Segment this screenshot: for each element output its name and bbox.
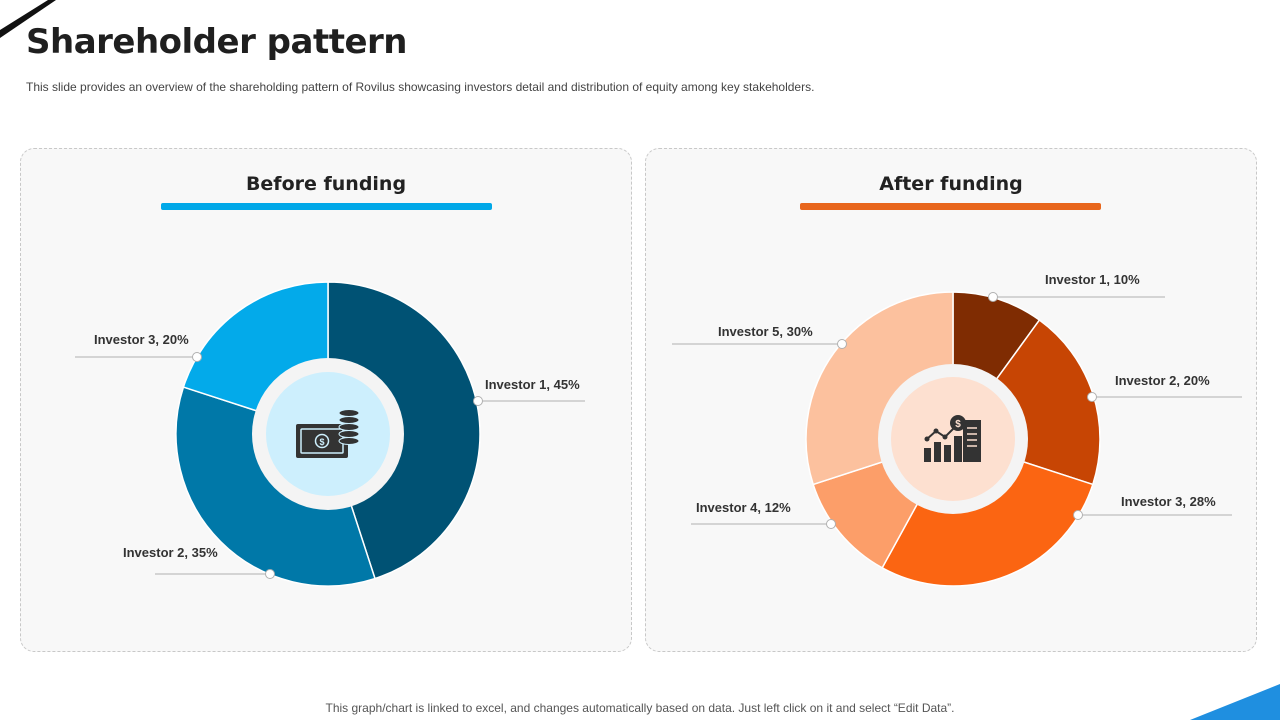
financial-growth-icon: $: [924, 415, 981, 462]
donut-center-disc: [891, 377, 1015, 501]
slice-label-investor-2: Investor 2, 20%: [1115, 373, 1210, 388]
slice-label-investor-2: Investor 2, 35%: [123, 545, 218, 560]
before-funding-accent-bar: [161, 203, 492, 210]
slice-label-investor-4: Investor 4, 12%: [696, 500, 791, 515]
before-funding-title: Before funding: [245, 173, 407, 195]
callout-dot-investor-1: [988, 292, 998, 302]
callout-dot-investor-5: [837, 339, 847, 349]
callout-dot-investor-2: [265, 569, 275, 579]
slice-label-investor-1: Investor 1, 45%: [485, 377, 580, 392]
corner-blue-decoration: [1190, 684, 1280, 720]
callout-dot-investor-4: [826, 519, 836, 529]
slice-label-investor-3: Investor 3, 28%: [1121, 494, 1216, 509]
callout-dot-investor-1: [473, 396, 483, 406]
callout-dot-investor-2: [1087, 392, 1097, 402]
money-coins-icon: $: [296, 409, 360, 458]
callout-dot-investor-3: [192, 352, 202, 362]
after-funding-accent-bar: [800, 203, 1101, 210]
after-funding-title: After funding: [879, 173, 1023, 195]
slice-label-investor-5: Investor 5, 30%: [718, 324, 813, 339]
donut-slice-investor-1: [327, 281, 481, 580]
callout-dot-investor-3: [1073, 510, 1083, 520]
svg-text:$: $: [319, 437, 324, 447]
slice-label-investor-1: Investor 1, 10%: [1045, 272, 1140, 287]
page-subtitle: This slide provides an overview of the s…: [26, 80, 815, 94]
corner-stripe-decoration: [0, 0, 56, 38]
svg-text:$: $: [955, 419, 961, 430]
slice-label-investor-3: Investor 3, 20%: [94, 332, 189, 347]
page-title: Shareholder pattern: [26, 22, 408, 62]
footer-note: This graph/chart is linked to excel, and…: [325, 701, 955, 715]
